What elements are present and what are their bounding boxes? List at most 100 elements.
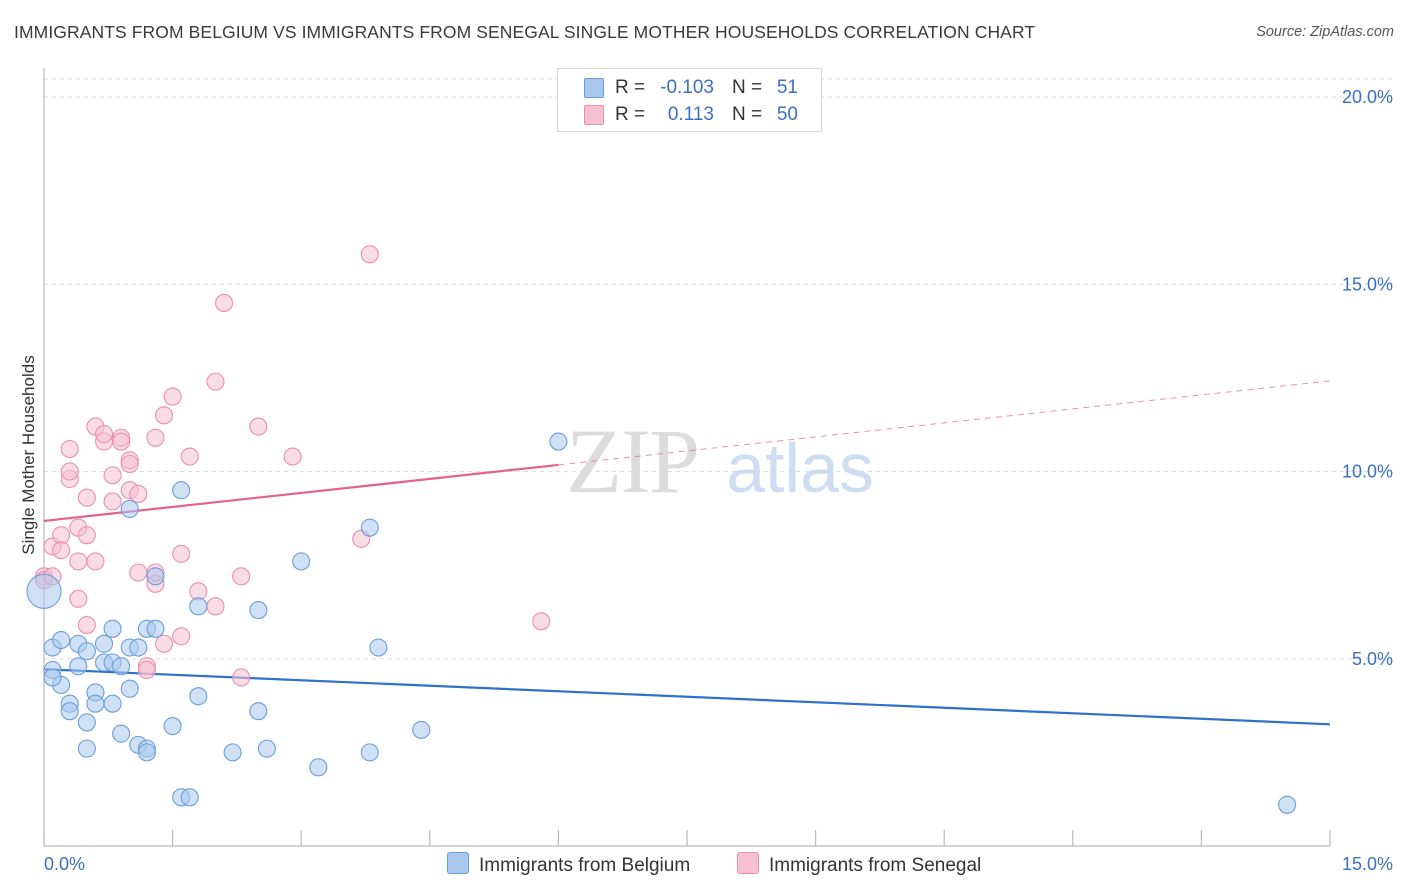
r-label: R = [615,104,646,125]
senegal-point [69,552,88,571]
trend-line-dashed-1 [558,380,1331,466]
legend-label-senegal: Immigrants from Senegal [769,855,982,876]
senegal-point [206,597,225,616]
senegal-point [249,417,268,436]
belgium-point [94,634,114,653]
n-value: 51 [776,77,798,98]
belgium-swatch [584,78,604,98]
belgium-point [189,687,208,706]
belgium-point [360,518,379,537]
senegal-swatch [584,105,604,125]
senegal-point [103,492,122,511]
legend-item-senegal[interactable]: Immigrants from Senegal [737,852,981,877]
x-tick-label-min: 0.0% [44,854,85,874]
belgium-point [129,638,148,657]
axes [43,68,1331,847]
correlation-legend: R = -0.103 N = 51 R = 0.113 N = 50 [557,68,822,132]
senegal-point [120,454,139,474]
y-axis-label: Single Mother Households [19,355,38,555]
belgium-point [120,679,139,698]
senegal-point [129,563,148,582]
belgium-point [77,642,96,661]
watermark-zip: ZIP [566,410,698,512]
belgium-point [180,788,199,807]
senegal-point [112,432,131,451]
senegal-point [146,428,165,447]
belgium-point [69,657,88,676]
y-tick-label: 20.0% [1342,87,1393,107]
belgium-point [549,432,568,451]
senegal-point [60,439,79,459]
y-tick-label: 15.0% [1342,274,1393,294]
senegal-point [172,544,191,563]
belgium-swatch [447,852,469,874]
senegal-swatch [737,852,759,874]
belgium-point [257,739,276,758]
belgium-point [103,694,122,713]
belgium-point [223,743,242,762]
belgium-point [86,694,105,713]
belgium-point [120,499,139,519]
senegal-point [360,245,379,264]
r-label: R = [615,77,646,98]
legend-row-senegal: R = 0.113 N = 50 [558,102,821,128]
belgium-point [369,638,388,657]
senegal-point [103,466,122,485]
senegal-point [172,627,191,646]
belgium-point [103,619,122,638]
y-tick-label: 10.0% [1342,462,1393,482]
belgium-point [172,481,191,500]
n-label: N = [732,77,763,98]
senegal-point [60,462,79,481]
belgium-point [292,552,311,571]
chart-title: IMMIGRANTS FROM BELGIUM VS IMMIGRANTS FR… [14,22,1036,42]
legend-label-belgium: Immigrants from Belgium [479,855,691,876]
senegal-point [180,447,199,466]
r-value: -0.103 [660,77,714,98]
belgium-point [112,724,131,743]
senegal-point [163,387,182,406]
n-label: N = [732,104,763,125]
tick-labels: 5.0% 10.0% 15.0% 20.0% 0.0% 15.0% [44,87,1393,874]
senegal-point [69,589,88,608]
senegal-point [532,612,551,631]
senegal-point [214,293,234,313]
senegal-point [52,541,71,560]
senegal-point [77,488,96,507]
legend-item-belgium[interactable]: Immigrants from Belgium [447,852,690,877]
belgium-point [146,619,165,638]
senegal-point [137,660,156,680]
senegal-point [77,615,96,635]
senegal-point [154,634,174,653]
senegal-point [283,447,302,466]
belgium-point [26,573,62,609]
watermark-atlas: atlas [726,429,874,507]
belgium-point [43,668,62,687]
belgium-point [360,743,379,762]
legend-row-belgium: R = -0.103 N = 51 [558,75,821,101]
belgium-point [146,567,165,586]
belgium-point [60,702,79,721]
belgium-point [189,597,208,616]
trend-line-0 [43,668,1331,726]
y-tick-label: 5.0% [1352,649,1393,669]
senegal-point [206,372,225,391]
senegal-point [154,406,174,425]
belgium-point [249,601,268,620]
belgium-point [52,630,71,650]
belgium-point [77,739,96,758]
senegal-point [77,526,96,545]
senegal-point [232,567,251,586]
belgium-point [112,657,131,676]
belgium-point [137,743,156,762]
belgium-point [77,713,96,732]
senegal-point [129,484,148,504]
senegal-point [86,552,105,571]
belgium-point [1278,795,1297,814]
belgium-point [412,720,431,739]
belgium-point [163,717,182,736]
n-value: 50 [776,104,798,125]
belgium-point [309,758,328,777]
belgium-point [249,702,268,721]
